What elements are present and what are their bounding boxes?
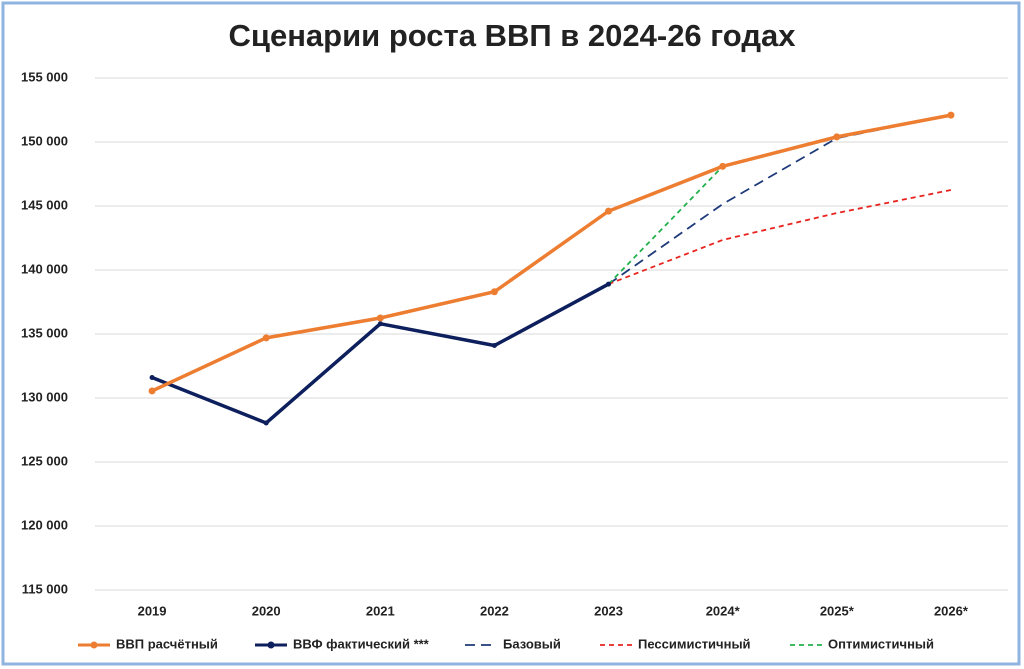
series-line (151, 113, 952, 393)
y-tick-label: 145 000 (21, 197, 68, 212)
series-line (607, 114, 952, 285)
series-line (608, 189, 952, 285)
legend-marker (267, 641, 275, 649)
y-tick-label: 130 000 (21, 389, 68, 404)
x-tick-label: 2025* (820, 603, 855, 618)
y-tick-label: 135 000 (21, 325, 68, 340)
x-tick-label: 2023 (594, 603, 623, 618)
point (148, 387, 156, 395)
x-tick-label: 2019 (138, 603, 167, 618)
y-tick-label: 120 000 (21, 517, 68, 532)
legend-label: Пессимистичный (638, 636, 751, 651)
y-tick-label: 125 000 (21, 453, 68, 468)
x-tick-label: 2021 (366, 603, 395, 618)
y-tick-label: 150 000 (21, 133, 68, 148)
point (605, 207, 613, 215)
point (149, 375, 155, 381)
point (833, 133, 841, 141)
point (491, 343, 497, 349)
chart-title: Сценарии роста ВВП в 2024-26 годах (229, 18, 797, 53)
point (719, 162, 727, 170)
point (606, 281, 612, 287)
point (490, 288, 498, 296)
point (947, 111, 955, 119)
legend-label: Оптимистичный (828, 636, 934, 651)
point (376, 314, 384, 322)
point (377, 321, 383, 327)
x-tick-label: 2024* (706, 603, 741, 618)
y-tick-label: 115 000 (22, 581, 68, 596)
legend-marker (90, 641, 98, 649)
legend-label: ВВП расчётный (116, 636, 218, 651)
x-tick-label: 2022 (480, 603, 509, 618)
y-tick-label: 155 000 (21, 69, 68, 84)
point (262, 334, 270, 342)
x-tick-label: 2020 (252, 603, 281, 618)
legend-label: ВВФ фактический *** (293, 636, 430, 651)
point (263, 420, 269, 426)
y-tick-label: 140 000 (21, 261, 68, 276)
legend-label: Базовый (503, 636, 561, 651)
x-tick-label: 2026* (934, 603, 969, 618)
